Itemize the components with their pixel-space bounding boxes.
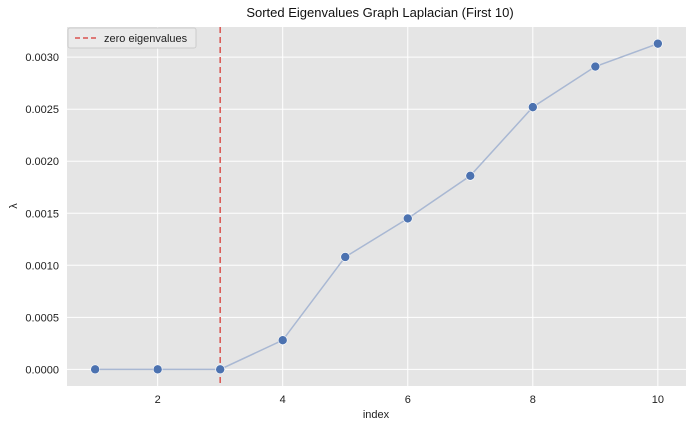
series-layer [90, 38, 663, 375]
data-point [90, 364, 100, 375]
y-tick-label: 0.0020 [25, 156, 59, 168]
y-tick-label: 0.0025 [25, 104, 59, 116]
legend-label: zero eigenvalues [104, 33, 188, 45]
data-point [152, 364, 163, 375]
x-tick-label: 6 [405, 394, 411, 406]
y-axis-label: λ [8, 203, 20, 209]
y-tick-label: 0.0030 [25, 52, 59, 64]
series-line [95, 42, 659, 371]
data-point [340, 252, 351, 262]
y-tick-label: 0.0000 [25, 364, 59, 376]
y-tick-label: 0.0005 [25, 312, 59, 324]
y-tick-label: 0.0015 [25, 208, 59, 220]
data-point [590, 61, 601, 72]
legend-box [67, 27, 197, 49]
x-tick-label: 2 [155, 394, 161, 406]
x-tick-label: 10 [652, 394, 664, 406]
x-axis-label: index [363, 409, 390, 421]
y-tick-label: 0.0010 [25, 260, 59, 272]
data-point [653, 38, 663, 49]
x-tick-label: 4 [280, 394, 286, 406]
data-point [528, 102, 538, 112]
legend: zero eigenvalues [67, 27, 197, 49]
x-ticks: 2 4 6 8 10 [155, 394, 664, 406]
data-point [465, 171, 476, 181]
plot-area [67, 27, 686, 386]
x-tick-label: 8 [530, 394, 536, 406]
chart-title: Sorted Eigenvalues Graph Laplacian (Firs… [246, 5, 513, 20]
data-point [215, 364, 225, 375]
y-ticks: 0.0000 0.0005 0.0010 0.0015 0.0020 0.0025 0.00… [25, 52, 59, 376]
data-point [402, 213, 413, 224]
data-point [277, 335, 288, 346]
